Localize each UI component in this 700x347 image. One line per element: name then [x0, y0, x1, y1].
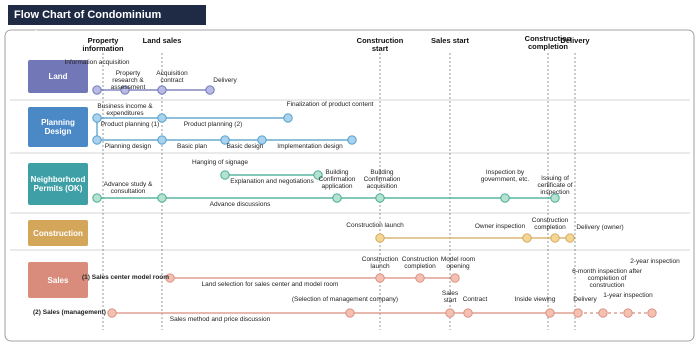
node: [347, 135, 357, 145]
step-label: Contract: [462, 296, 488, 303]
node: [220, 135, 230, 145]
title: Flow Chart of Condominium Business: [8, 5, 206, 41]
lane-label: Neighborhood Permits (OK): [28, 163, 88, 205]
step-label: Model room opening: [440, 256, 476, 270]
step-label: Advance discussions: [209, 201, 271, 208]
node: [445, 308, 455, 318]
step-label: Sales start: [441, 290, 459, 304]
step-label: Advance study & consultation: [103, 181, 153, 195]
node: [550, 233, 560, 243]
node: [257, 135, 267, 145]
node: [573, 308, 583, 318]
step-label: Construction launch: [346, 222, 404, 229]
node: [157, 193, 167, 203]
step-label: Basic plan: [177, 143, 207, 150]
milestone-label: Property information: [82, 36, 124, 53]
step-label: Construction launch: [361, 256, 399, 270]
step-label: Building Confirmation acquisition: [363, 169, 401, 190]
lane-label: Planning Design: [28, 107, 88, 147]
node: [165, 273, 175, 283]
step-label: 1-year inspection: [603, 292, 653, 299]
step-label: Explanation and negotiations: [230, 178, 314, 185]
node: [157, 85, 167, 95]
lane-label: Land: [28, 60, 88, 93]
step-label: Finalization of product content: [286, 101, 374, 108]
node: [415, 273, 425, 283]
node: [345, 308, 355, 318]
step-label: Building Confirmation application: [318, 169, 356, 190]
step-label: Inspection by government, etc.: [480, 169, 530, 183]
milestone-label: Construction start: [356, 36, 404, 53]
frame: [4, 29, 695, 342]
milestone-label: Sales start: [431, 36, 469, 45]
node: [92, 193, 102, 203]
milestone-label: Construction completion: [524, 34, 572, 51]
node: [550, 193, 560, 203]
lane-label: Sales: [28, 262, 88, 298]
node: [598, 308, 608, 318]
node: [450, 273, 460, 283]
step-label: Product planning (2): [183, 121, 243, 128]
node: [332, 193, 342, 203]
step-label: Information acquisition: [64, 59, 130, 66]
step-label: Inside viewing: [514, 296, 556, 303]
node: [623, 308, 633, 318]
node: [313, 170, 323, 180]
node: [375, 233, 385, 243]
lane-label: Construction: [28, 220, 88, 246]
node: [375, 273, 385, 283]
step-label: Basic design: [226, 143, 264, 150]
node: [120, 85, 130, 95]
node: [92, 85, 102, 95]
step-label: Issuing of certificate of inspection: [537, 175, 573, 196]
step-label: Product planning (1): [100, 121, 160, 128]
step-label: Delivery (owner): [576, 224, 624, 231]
node: [545, 308, 555, 318]
step-label: Sales method and price discussion: [169, 316, 271, 323]
milestone-label: Land sales: [142, 36, 182, 45]
step-label: Business income & expenditures: [97, 103, 153, 117]
step-label: Owner inspection: [474, 223, 526, 230]
node: [92, 135, 102, 145]
node: [205, 85, 215, 95]
step-label: 2-year inspection: [630, 258, 680, 265]
node: [92, 113, 102, 123]
step-label: Delivery: [213, 77, 237, 84]
step-label: Planning design: [104, 143, 152, 150]
step-label: Acquisition contract: [156, 70, 188, 84]
node: [375, 193, 385, 203]
step-label: 6-month inspection after completion of c…: [572, 268, 642, 289]
step-label: Delivery: [573, 296, 597, 303]
node: [522, 233, 532, 243]
milestone-label: Delivery: [560, 36, 590, 45]
node: [107, 308, 117, 318]
step-label: Construction completion: [401, 256, 439, 270]
node: [283, 113, 293, 123]
step-label: Hanging of signage: [191, 159, 248, 166]
node: [565, 233, 575, 243]
step-label: Implementation design: [277, 143, 343, 150]
node: [500, 193, 510, 203]
step-label: Property research & assessment: [110, 70, 146, 91]
node: [220, 170, 230, 180]
node: [463, 308, 473, 318]
node: [157, 135, 167, 145]
node: [647, 308, 657, 318]
node: [157, 113, 167, 123]
step-label: Construction completion: [531, 217, 569, 231]
step-label: (Selection of management company): [291, 296, 399, 303]
track-label: (2) Sales (management): [33, 309, 106, 316]
step-label: Land selection for sales center and mode…: [201, 281, 339, 288]
track-label: (1) Sales center model room: [82, 274, 170, 281]
